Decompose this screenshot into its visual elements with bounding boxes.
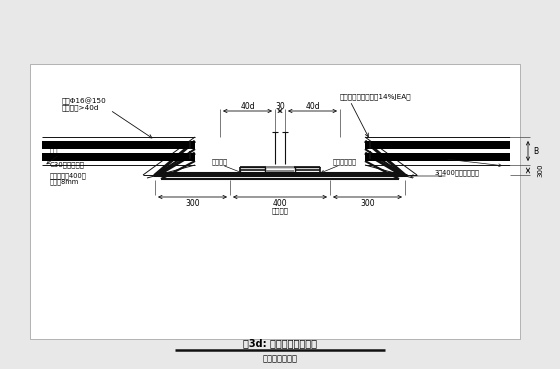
Text: 垫层: 垫层 bbox=[50, 148, 58, 154]
Text: B: B bbox=[534, 146, 539, 155]
Bar bbox=[266, 169, 294, 172]
Text: 300: 300 bbox=[185, 199, 200, 207]
Text: 嵌缝沥青: 嵌缝沥青 bbox=[212, 159, 228, 165]
Text: 图3d: 底板后浇带示意图: 图3d: 底板后浇带示意图 bbox=[243, 338, 317, 348]
Bar bbox=[266, 166, 294, 168]
Bar bbox=[50, 143, 188, 146]
Text: 300: 300 bbox=[537, 163, 543, 177]
Text: 油毡防水层: 油毡防水层 bbox=[435, 153, 456, 159]
Text: 外贴式止水带: 外贴式止水带 bbox=[333, 159, 357, 165]
Text: 盒缝条带: 盒缝条带 bbox=[272, 208, 288, 214]
Text: 搭接Φ16@150: 搭接Φ16@150 bbox=[62, 97, 107, 105]
Bar bbox=[372, 143, 502, 146]
Text: 橡胶止水带400宽: 橡胶止水带400宽 bbox=[50, 173, 87, 179]
Bar bbox=[42, 153, 195, 161]
Text: 配筋目标中主筋: 配筋目标中主筋 bbox=[263, 355, 297, 363]
Text: 300: 300 bbox=[360, 199, 375, 207]
Bar bbox=[42, 141, 195, 149]
Bar bbox=[365, 141, 510, 149]
Text: 40d: 40d bbox=[305, 101, 320, 110]
Text: 30: 30 bbox=[275, 101, 285, 110]
Text: C30细石混凝土: C30细石混凝土 bbox=[50, 162, 85, 168]
Text: 锚固长度>40d: 锚固长度>40d bbox=[62, 105, 100, 111]
Text: 3层400宽钢板止水片: 3层400宽钢板止水片 bbox=[435, 170, 480, 176]
Bar bbox=[372, 153, 502, 156]
Text: 高一级混凝土（内掺14%JEA）: 高一级混凝土（内掺14%JEA） bbox=[340, 94, 412, 100]
Text: 400: 400 bbox=[273, 199, 287, 207]
Polygon shape bbox=[150, 176, 410, 181]
Bar bbox=[30, 64, 520, 339]
Bar bbox=[365, 153, 510, 161]
Text: 不小于8mm: 不小于8mm bbox=[50, 179, 80, 185]
Bar bbox=[50, 153, 188, 156]
Polygon shape bbox=[42, 137, 195, 165]
Text: 40d: 40d bbox=[240, 101, 255, 110]
